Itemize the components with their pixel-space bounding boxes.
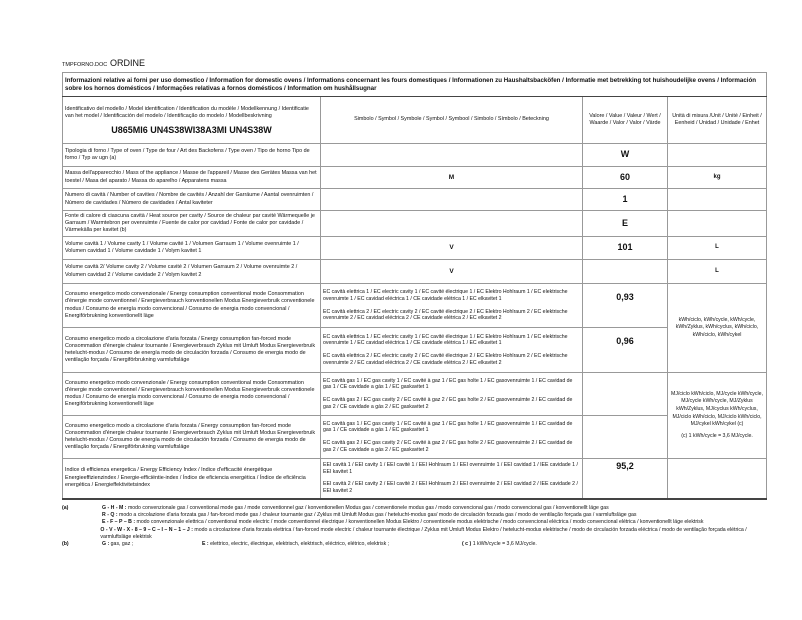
ec-cavity-2: EC cavità elettrica 2 / EC electric cavi… xyxy=(323,308,568,322)
row-unit xyxy=(666,143,768,167)
footnote-a-label: (a) xyxy=(62,505,69,511)
row-symbol xyxy=(320,143,583,167)
footnote-text: modo convenzionale elettrica / conventio… xyxy=(136,519,704,526)
energy-row-electric-conventional: Consumo energetico modo convenzionale / … xyxy=(62,283,768,373)
row-description: Consumo energetico modo convenzionale / … xyxy=(62,283,321,328)
ec-cavity-2: EC cavità gas 2 / EC gas cavity 2 / EC c… xyxy=(323,397,573,410)
energy-row-electric-fan: Consumo energetico modo a circolazione d… xyxy=(62,327,767,373)
ec-cavity-1: EC cavità gas 1 / EC gas cavity 1 / EC c… xyxy=(323,420,573,434)
ec-cavity-1: EC cavità elettrica 1 / EC electric cavi… xyxy=(323,289,568,302)
footnote-key: E : xyxy=(202,541,209,548)
row-symbol: V xyxy=(320,259,583,284)
row-value: 60 xyxy=(582,166,668,189)
footnote-text: modo a circolazione d'aria forzata gas /… xyxy=(119,512,637,519)
table-row: Volume cavità 1 / Volume cavity 1 / Volu… xyxy=(62,236,768,260)
row-description: Volume cavità 2/ Volume cavity 2 / Volum… xyxy=(62,259,321,284)
footnote-key: ( c ) xyxy=(462,541,472,548)
eei-cavity-2: EEI cavità 2 / EEI cavity 2 / EEI cavité… xyxy=(323,481,578,494)
row-value: 95,2 xyxy=(582,458,668,499)
row-description: Consumo energetico modo convenzionale / … xyxy=(62,372,321,416)
model-identification-cell: Identificativo del modello / Model ident… xyxy=(62,96,321,144)
row-description: Consumo energetico modo a circolazione d… xyxy=(62,327,321,373)
unit-electric: kWh/ciclo, kWh/cycle, kWh/cycle, kWh/Zyk… xyxy=(666,283,768,373)
footnote-key: G - H - M : xyxy=(102,505,127,511)
footnote-text: modo convenzionale gas / conventional mo… xyxy=(127,505,609,511)
footnote-key: R - Q : xyxy=(102,512,118,519)
footnote-text: elettrico, electric, électrique, elektri… xyxy=(210,541,390,548)
energy-row-gas-conventional: Consumo energetico modo convenzionale / … xyxy=(62,372,768,459)
unit-gas-note: (c) 1 kWh/cycle = 3,6 MJ/cycle. xyxy=(681,432,753,439)
row-symbol: M xyxy=(320,166,583,189)
row-symbol xyxy=(320,188,583,211)
row-unit: L xyxy=(666,259,768,284)
row-description: Volume cavità 1 / Volume cavity 1 / Volu… xyxy=(62,236,321,260)
footnote-text: modo a circolazione d'aria forzata elett… xyxy=(100,526,747,540)
unit-header: Unità di misura /Unit / Unité / Einheit … xyxy=(666,96,768,144)
eei-cavity-1: EEI cavità 1 / EEI cavity 1 / EEI cavité… xyxy=(323,462,578,475)
table-title: Informazioni relative ai forni per uso d… xyxy=(61,72,768,97)
row-value: E xyxy=(582,210,668,237)
table-row: Fonte di calore di ciascuna cavità / Hea… xyxy=(62,210,768,237)
row-unit xyxy=(666,458,768,499)
footnote-key: G : xyxy=(102,541,110,548)
table-row: Volume cavità 2/ Volume cavity 2 / Volum… xyxy=(62,259,768,284)
row-description: Fonte di calore di ciascuna cavità / Hea… xyxy=(62,210,321,237)
ec-symbols: EC cavità elettrica 1 / EC electric cavi… xyxy=(320,283,583,328)
model-number: U865MI6 UN4S38WI38A3MI UN4S38W xyxy=(111,124,272,135)
row-value xyxy=(582,259,668,284)
footnote-text: gas, gaz ; xyxy=(110,541,134,548)
unit-gas: MJ/ciclo kWh/ciclo, MJ/cycle kWh/cycle, … xyxy=(666,372,768,459)
row-description: Consumo energetico modo a circolazione d… xyxy=(62,415,321,459)
row-value xyxy=(582,415,668,459)
footnote-key: O - V - W - X - 8 – 9 – C – I – N – 1 – … xyxy=(100,526,193,533)
row-description: Massa dell'apparecchio / Mass of the app… xyxy=(62,166,321,189)
row-description: Tipologia di forno / Type of oven / Type… xyxy=(62,143,321,167)
footnote-b-label: (b) xyxy=(62,541,69,548)
value-header: Valore / Value / Valeur / Wert / Waarde … xyxy=(582,96,668,144)
footnotes: (a) G - H - M : modo convenzionale gas / … xyxy=(62,505,772,548)
energy-row-gas-fan: Consumo energetico modo a circolazione d… xyxy=(62,415,767,459)
table-row: Tipologia di forno / Type of oven / Type… xyxy=(62,143,768,167)
document-filename: TMPFORNO.DOC xyxy=(62,62,108,68)
row-value: W xyxy=(582,143,668,167)
ec-symbols: EC cavità gas 1 / EC gas cavity 1 / EC c… xyxy=(320,415,583,459)
row-value xyxy=(582,372,668,416)
order-label: ORDINE xyxy=(110,58,146,68)
row-symbol: V xyxy=(320,236,583,260)
row-symbol xyxy=(320,210,583,237)
row-description: Numero di cavità / Number of cavities / … xyxy=(62,188,321,211)
ec-cavity-2: EC cavità gas 2 / EC gas cavity 2 / EC c… xyxy=(323,440,573,453)
row-unit xyxy=(666,188,768,211)
oven-information-table: Informazioni relative ai forni per uso d… xyxy=(61,72,768,500)
eei-symbols: EEI cavità 1 / EEI cavity 1 / EEI cavité… xyxy=(320,458,583,499)
footnote-text: 1 kWh/cycle = 3,6 MJ/cycle. xyxy=(472,541,537,548)
row-value: 101 xyxy=(582,236,668,260)
row-value: 0,93 xyxy=(582,283,668,328)
row-unit: kg xyxy=(666,166,768,189)
ec-symbols: EC cavità gas 1 / EC gas cavity 1 / EC c… xyxy=(320,372,583,416)
row-value: 1 xyxy=(582,188,668,211)
footnote-key: E - F – P – B : xyxy=(102,519,136,526)
symbol-header: Simbolo / Symbol / Symbole / Symbol / Sy… xyxy=(320,96,583,144)
unit-gas-text: MJ/ciclo kWh/ciclo, MJ/cycle kWh/cycle, … xyxy=(671,390,763,428)
row-unit xyxy=(666,210,768,237)
table-row: Massa dell'apparecchio / Mass of the app… xyxy=(62,166,768,189)
ec-cavity-1: EC cavità gas 1 / EC gas cavity 1 / EC c… xyxy=(323,377,573,391)
row-value: 0,96 xyxy=(582,327,668,373)
row-description: Indice di efficienza energetica / Energy… xyxy=(62,458,321,499)
ec-symbols: EC cavità elettrica 1 / EC electric cavi… xyxy=(320,327,583,373)
ec-cavity-1: EC cavità elettrica 1 / EC electric cavi… xyxy=(323,333,568,347)
row-unit: L xyxy=(666,236,768,260)
eei-row: Indice di efficienza energetica / Energy… xyxy=(62,458,768,499)
table-row: Numero di cavità / Number of cavities / … xyxy=(62,188,768,211)
model-label: Identificativo del modello / Model ident… xyxy=(65,106,309,120)
ec-cavity-2: EC cavità elettrica 2 / EC electric cavi… xyxy=(323,353,568,366)
